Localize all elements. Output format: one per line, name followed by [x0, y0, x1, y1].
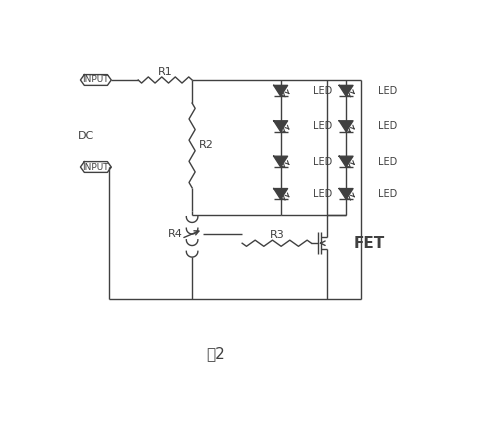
Text: DC: DC: [78, 131, 95, 141]
Text: LED: LED: [378, 121, 398, 131]
Text: LED: LED: [378, 156, 398, 167]
Text: R3: R3: [269, 230, 284, 240]
Text: INPUT: INPUT: [83, 163, 109, 171]
Text: LED: LED: [313, 189, 332, 199]
Text: LED: LED: [313, 121, 332, 131]
Text: 图2: 图2: [206, 346, 225, 361]
Polygon shape: [339, 189, 353, 199]
Text: LED: LED: [313, 156, 332, 167]
Text: R4: R4: [168, 229, 182, 239]
Polygon shape: [274, 189, 288, 199]
Text: FET: FET: [354, 236, 385, 251]
Polygon shape: [274, 156, 288, 167]
Polygon shape: [274, 121, 288, 132]
Text: LED: LED: [378, 86, 398, 96]
Text: R2: R2: [199, 141, 214, 150]
Text: LED: LED: [378, 189, 398, 199]
Text: R1: R1: [158, 66, 172, 76]
Text: INPUT: INPUT: [83, 76, 109, 84]
Text: LED: LED: [313, 86, 332, 96]
Polygon shape: [339, 85, 353, 96]
Polygon shape: [339, 121, 353, 132]
Polygon shape: [274, 85, 288, 96]
Polygon shape: [339, 156, 353, 167]
